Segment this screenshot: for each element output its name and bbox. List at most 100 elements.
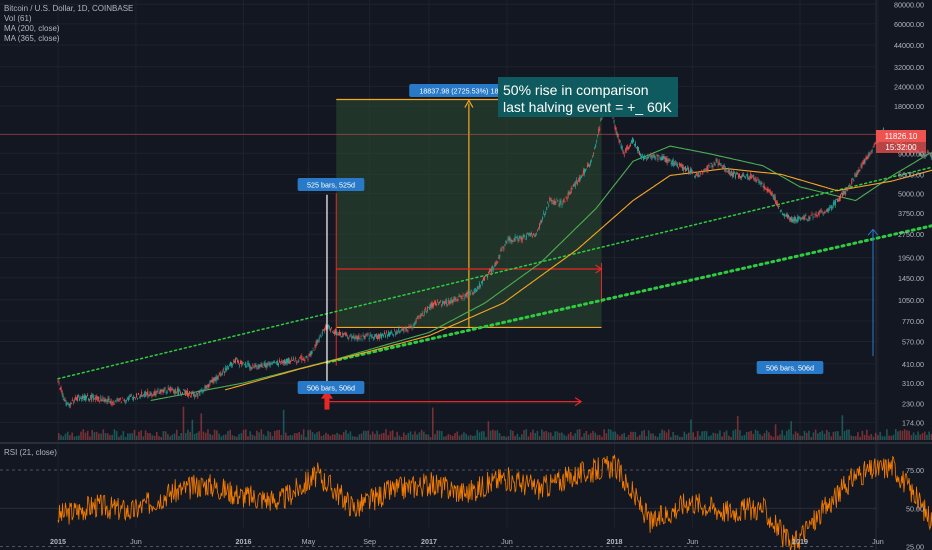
candle-body <box>351 335 353 340</box>
candle-body <box>457 299 459 301</box>
candle-body <box>808 216 810 220</box>
candle-body <box>488 271 490 274</box>
volume-bar <box>505 436 508 440</box>
candle-body <box>170 388 172 391</box>
candle-body <box>642 154 644 156</box>
candle-body <box>852 178 854 180</box>
candle-body <box>319 334 321 336</box>
candle-body <box>733 172 735 174</box>
volume-bar <box>534 432 536 440</box>
candle-body <box>741 175 743 179</box>
volume-bar <box>336 432 338 440</box>
candle-body <box>177 388 179 395</box>
candle-body <box>87 395 89 396</box>
candle-body <box>568 191 570 195</box>
candle-body <box>212 379 214 383</box>
candle-body <box>730 170 732 176</box>
candle-body <box>327 325 329 327</box>
candle-body <box>520 237 522 241</box>
candle-body <box>339 330 341 335</box>
candle-body <box>150 392 152 395</box>
candle-body <box>301 355 303 361</box>
volume-bar <box>739 430 741 440</box>
candle-body <box>541 220 543 224</box>
candle-body <box>628 147 630 149</box>
candle-body <box>111 403 113 405</box>
candle-body <box>653 155 655 158</box>
volume-bar <box>238 434 240 440</box>
annotation-box[interactable]: 50% rise in comparison last halving even… <box>498 77 678 117</box>
candle-body <box>558 205 560 207</box>
volume-bar <box>229 429 232 440</box>
volume-bar <box>663 430 666 440</box>
volume-bar <box>841 415 844 440</box>
volume-bar <box>414 431 416 440</box>
candle-body <box>428 307 430 310</box>
volume-bar <box>216 430 218 440</box>
candle-body <box>407 329 409 331</box>
candle-body <box>666 158 668 163</box>
volume-bar <box>365 430 367 440</box>
candle-body <box>449 300 451 304</box>
measure-boxes[interactable] <box>335 17 932 366</box>
volume-bar <box>592 430 594 440</box>
x-tick-label: 2019 <box>792 537 808 546</box>
candle-body <box>478 283 480 288</box>
volume-bar <box>521 434 523 440</box>
candle-body <box>567 192 569 198</box>
candle-body <box>546 206 548 211</box>
volume-bar <box>327 434 329 440</box>
price-tick-label: 6600.00 <box>898 170 924 179</box>
candle-body <box>282 360 284 364</box>
candle-body <box>674 161 676 165</box>
volume-bar <box>928 431 930 440</box>
candle-body <box>615 127 617 133</box>
candle-body <box>350 334 352 336</box>
volume-bar <box>155 432 158 440</box>
candle-body <box>99 400 101 402</box>
candle-body <box>527 234 529 235</box>
volume-bar <box>581 436 583 440</box>
volume-bar <box>153 435 156 440</box>
volume-bar <box>184 433 187 440</box>
candle-body <box>391 331 393 333</box>
volume-bar <box>345 430 347 440</box>
volume-bar <box>193 433 196 440</box>
candle-body <box>221 371 223 375</box>
candle-body <box>717 164 719 166</box>
candle-body <box>249 364 251 369</box>
volume-bar <box>66 431 69 440</box>
volume-bar <box>750 430 752 440</box>
candle-body <box>522 234 524 237</box>
candle-body <box>783 214 785 217</box>
volume-bar <box>527 436 530 440</box>
volume-bar <box>776 435 779 440</box>
candle-body <box>218 372 220 374</box>
candle-body <box>738 175 740 179</box>
legend-ma365: MA (365, close) <box>4 34 60 43</box>
candle-body <box>728 170 730 175</box>
candle-body <box>787 214 789 218</box>
candle-body <box>631 137 633 144</box>
candle-body <box>545 211 547 213</box>
volume-bar <box>707 436 710 440</box>
candle-body <box>864 158 866 163</box>
volume-bar <box>78 435 80 440</box>
trendline-lower-green <box>325 224 932 364</box>
volume-bar <box>431 407 434 440</box>
candle-body <box>409 325 411 327</box>
candle-body <box>187 390 189 397</box>
candle-body <box>495 262 497 266</box>
candle-body <box>577 180 579 182</box>
candle-body <box>745 177 747 179</box>
volume-bar <box>340 434 343 440</box>
candle-body <box>913 152 915 154</box>
candle-body <box>696 173 698 176</box>
candle-body <box>623 154 625 156</box>
candle-body <box>97 396 99 401</box>
candle-body <box>719 163 721 165</box>
volume-bar <box>403 432 405 440</box>
volume-bar <box>741 435 743 440</box>
volume-bar <box>794 431 797 440</box>
